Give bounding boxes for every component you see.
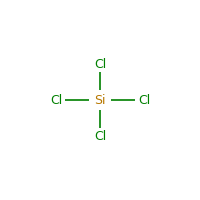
Text: Si: Si [94, 94, 106, 106]
Text: Cl: Cl [94, 58, 106, 71]
Text: Cl: Cl [50, 94, 62, 106]
Text: Cl: Cl [94, 130, 106, 142]
Text: Cl: Cl [138, 94, 150, 106]
